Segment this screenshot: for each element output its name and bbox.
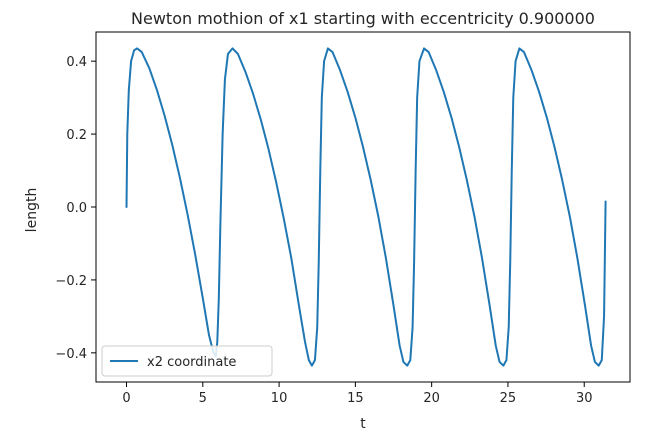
legend: x2 coordinate (101, 345, 273, 377)
x-tick-label: 10 (271, 391, 288, 406)
x-tick-label: 30 (576, 391, 593, 406)
x-tick-label: 5 (199, 391, 207, 406)
x-tick-label: 20 (423, 391, 440, 406)
y-tick-label: 0.2 (66, 128, 87, 143)
x-tick-label: 15 (347, 391, 364, 406)
y-tick-label: −0.4 (55, 347, 87, 362)
y-tick-label: −0.2 (55, 274, 87, 289)
x-axis-label: t (360, 416, 366, 432)
y-axis-label: length (24, 188, 40, 233)
y-tick-label: 0.4 (66, 55, 87, 70)
x-tick-label: 25 (500, 391, 517, 406)
x-tick-label: 0 (122, 391, 130, 406)
chart-title: Newton mothion of x1 starting with eccen… (131, 9, 595, 28)
ticks: 0 5 10 15 20 25 30 0.4 0.2 0.0 −0.2 −0.4 (55, 55, 592, 406)
legend-box (101, 345, 273, 377)
legend-label: x2 coordinate (147, 355, 236, 370)
y-tick-label: 0.0 (66, 201, 87, 216)
